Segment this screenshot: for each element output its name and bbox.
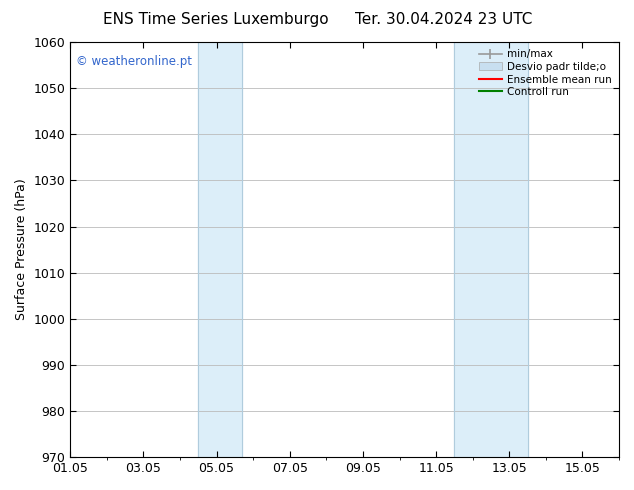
Text: Ter. 30.04.2024 23 UTC: Ter. 30.04.2024 23 UTC (355, 12, 533, 27)
Bar (455, 42, 527, 457)
Legend: min/max, Desvio padr tilde;o, Ensemble mean run, Controll run: min/max, Desvio padr tilde;o, Ensemble m… (477, 47, 614, 99)
Y-axis label: Surface Pressure (hPa): Surface Pressure (hPa) (15, 179, 28, 320)
Bar (198, 42, 242, 457)
Text: © weatheronline.pt: © weatheronline.pt (76, 54, 191, 68)
Text: ENS Time Series Luxemburgo: ENS Time Series Luxemburgo (103, 12, 328, 27)
